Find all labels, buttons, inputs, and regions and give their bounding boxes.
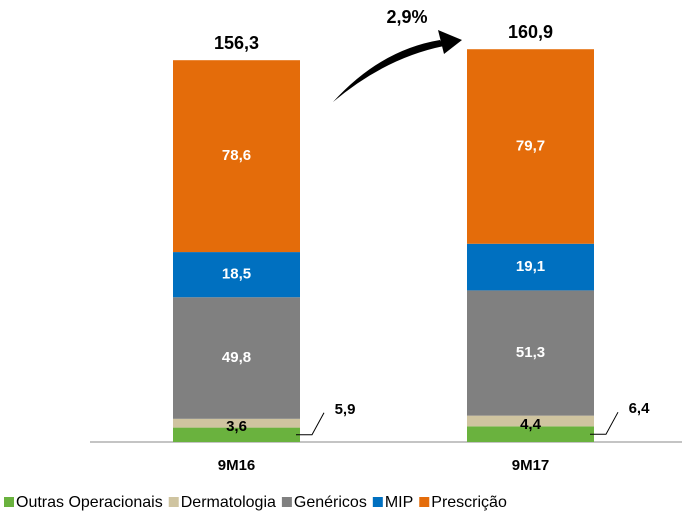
arrow-head [438,30,462,54]
value-label: 51,3 [516,344,545,361]
value-label: 49,8 [222,349,251,366]
legend-swatch [168,497,179,507]
value-label: 19,1 [516,258,545,275]
legend-swatch [372,497,383,507]
bar-segment [467,243,594,291]
bar-segment [173,60,300,253]
x-tick-label: 9M16 [218,457,256,474]
total-label: 156,3 [214,33,259,53]
total-label: 160,9 [508,22,553,42]
value-label: 5,9 [335,401,356,418]
value-label: 79,7 [516,137,545,154]
x-tick-label: 9M17 [512,457,550,474]
bar-segment [467,426,594,442]
bar-segment [467,290,594,416]
legend-label: Genéricos [294,494,367,511]
value-label: 18,5 [222,266,251,283]
value-label: 3,6 [226,418,247,435]
legend-swatch [419,497,430,507]
growth-arrow [333,40,444,102]
value-label: 4,4 [520,416,542,433]
legend-label: Prescrição [431,494,507,511]
leader-line [590,411,619,435]
legend-label: MIP [385,494,413,511]
bar-segment [467,49,594,244]
leader-line [296,412,325,436]
annotation: 2,9% [386,7,427,27]
value-label: 78,6 [222,147,251,164]
bar-segment [467,415,594,427]
legend-label: Outras Operacionais [16,494,163,511]
bar-segment [173,418,300,428]
bar-segment [173,427,300,442]
legend-label: Dermatologia [181,494,276,511]
legend-swatch [281,497,292,507]
bar-segment [173,297,300,419]
legend-swatch [4,497,14,507]
value-label: 6,4 [629,400,651,417]
bar-segment [173,252,300,298]
